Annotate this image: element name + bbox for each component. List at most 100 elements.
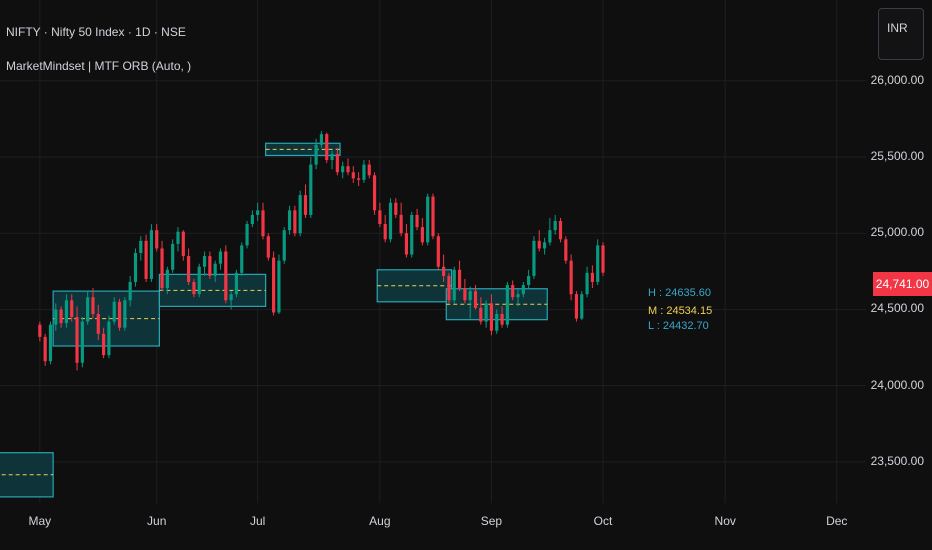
time-axis-label: Jul <box>250 514 266 528</box>
candle-body <box>197 266 201 295</box>
candle-body <box>378 210 382 225</box>
candle-body <box>426 196 430 243</box>
candle-body <box>569 260 573 295</box>
candle-body <box>144 240 148 279</box>
candle-body <box>558 221 563 240</box>
candle-body <box>224 251 228 301</box>
orb-low-label: L : 24432.70 <box>648 320 709 332</box>
candle-body <box>96 313 100 334</box>
candle-body <box>287 210 292 231</box>
candle-body <box>250 214 254 225</box>
candle-body <box>489 303 494 331</box>
candle-body <box>54 309 58 325</box>
candle-body <box>527 275 531 286</box>
candle-body <box>553 221 557 231</box>
price-axis-label: 25,000.00 <box>870 225 924 240</box>
candle-body <box>436 236 440 267</box>
candle-body <box>213 263 217 276</box>
candle-body <box>548 230 552 243</box>
candle-body <box>181 231 185 257</box>
candle-body <box>256 210 260 215</box>
candle-body <box>394 202 398 215</box>
candle-body <box>202 256 207 267</box>
candle-body <box>187 256 191 282</box>
price-axis-label: 26,000.00 <box>870 72 924 87</box>
candle-body <box>537 240 541 249</box>
candle-body <box>155 230 159 249</box>
candle-body <box>261 210 265 237</box>
candle-body <box>91 297 95 314</box>
candle-body <box>505 285 509 325</box>
candle-body <box>585 272 589 295</box>
candle-body <box>208 256 212 276</box>
candle-body <box>117 301 122 328</box>
candle-body <box>346 166 350 173</box>
candle-body <box>500 313 504 325</box>
candle-body <box>165 269 169 289</box>
candle-body <box>457 269 462 289</box>
candle-body <box>277 260 281 313</box>
indicator-legend[interactable]: MarketMindset | MTF ORB (Auto, ) <box>6 59 192 73</box>
candle-body <box>452 269 456 301</box>
candle-body <box>139 240 143 254</box>
candle-body <box>415 214 419 228</box>
candle-body <box>590 272 594 282</box>
time-axis-label: Oct <box>593 514 613 528</box>
price-axis-label: 24,500.00 <box>870 301 924 316</box>
candle-body <box>473 291 478 308</box>
candle-body <box>484 303 488 322</box>
last-price-badge: 24,741.00 <box>873 272 932 296</box>
time-axis-label: Nov <box>714 514 736 528</box>
candle-body <box>303 195 308 215</box>
price-axis-label: 24,000.00 <box>870 377 924 392</box>
candles <box>38 131 605 371</box>
candle-body <box>442 266 446 276</box>
candle-body <box>229 294 233 301</box>
time-axis-label: Sep <box>480 514 503 528</box>
candle-body <box>192 281 196 295</box>
candle-body <box>325 134 329 161</box>
orb-mid-label: M : 24534.15 <box>648 305 713 317</box>
candle-body <box>410 214 414 255</box>
candle-body <box>351 172 355 179</box>
candle-body <box>70 300 74 318</box>
candle-body <box>80 321 84 363</box>
candle-body <box>59 309 63 324</box>
candle-body <box>601 245 605 273</box>
candle-body <box>335 153 339 173</box>
candle-body <box>532 240 536 276</box>
currency-button[interactable]: INR <box>878 8 924 60</box>
candle-body <box>245 224 249 246</box>
candle-body <box>171 243 175 270</box>
candle-body <box>495 313 499 331</box>
candle-body <box>298 195 302 234</box>
price-axis-label: 23,500.00 <box>870 453 924 468</box>
candle-body <box>293 210 297 234</box>
candle-body <box>176 231 180 244</box>
candle-body <box>447 275 451 301</box>
candle-body <box>240 245 244 273</box>
time-axis-label: May <box>28 514 52 528</box>
candle-body <box>160 248 164 289</box>
candle-body <box>372 175 377 211</box>
candle-body <box>596 245 600 282</box>
candle-body <box>266 236 270 258</box>
candle-body <box>468 291 472 301</box>
symbol-legend[interactable]: NIFTY · Nifty 50 Index · 1D · NSE <box>6 25 186 39</box>
candle-body <box>383 224 387 240</box>
candle-body <box>75 317 79 363</box>
candle-body <box>86 297 90 322</box>
candle-body <box>367 164 371 176</box>
candle-body <box>234 272 239 295</box>
candle-body <box>521 285 525 295</box>
candle-body <box>564 239 568 261</box>
candle-body <box>580 294 584 319</box>
candle-body <box>128 281 132 301</box>
candle-body <box>218 251 223 264</box>
candle-body <box>102 333 106 356</box>
time-axis-label: Aug <box>369 514 391 528</box>
candle-body <box>133 253 138 282</box>
candle-body <box>309 164 313 215</box>
